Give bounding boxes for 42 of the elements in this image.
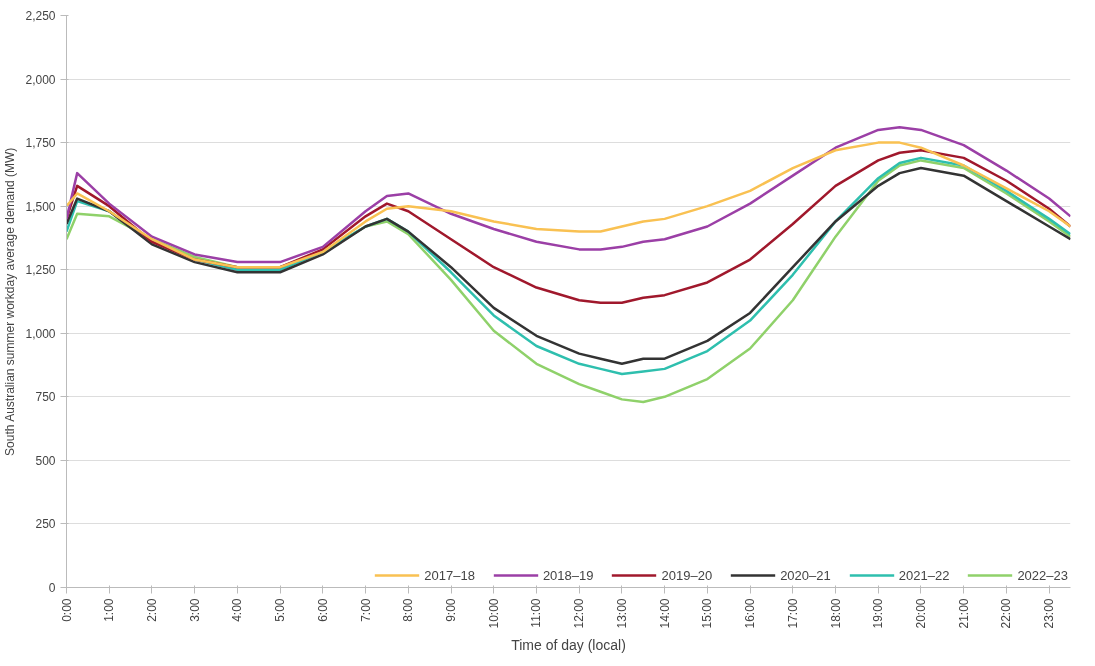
y-axis-title: South Australian summer workday average demand (MW) xyxy=(3,147,18,456)
x-tick-label: 15:00 xyxy=(700,598,715,629)
x-tick-label: 1:00 xyxy=(102,598,117,622)
legend-label: 2020–21 xyxy=(780,567,831,583)
x-tick-label: 8:00 xyxy=(401,598,416,622)
x-tick-label: 16:00 xyxy=(743,598,758,629)
x-tick-label: 12:00 xyxy=(572,598,587,629)
legend-label: 2021–22 xyxy=(898,567,950,583)
x-tick-label: 11:00 xyxy=(529,598,544,628)
x-tick-label: 6:00 xyxy=(315,598,330,622)
x-tick-label: 0:00 xyxy=(59,598,74,622)
x-tick-label: 13:00 xyxy=(614,598,629,629)
x-tick-label: 3:00 xyxy=(187,598,202,622)
y-tick-label: 0 xyxy=(48,581,56,595)
y-tick-label: 1,250 xyxy=(25,263,56,278)
legend-label: 2022–23 xyxy=(1017,567,1068,583)
y-tick-label: 500 xyxy=(35,453,56,468)
x-tick-label: 4:00 xyxy=(230,598,245,622)
x-tick-label: 7:00 xyxy=(358,598,373,622)
x-tick-label: 14:00 xyxy=(657,598,672,629)
x-tick-label: 21:00 xyxy=(956,598,971,629)
y-tick-label: 1,500 xyxy=(25,199,56,214)
x-tick-label: 5:00 xyxy=(273,598,288,622)
y-tick-label: 1,000 xyxy=(25,326,56,341)
y-tick-label: 750 xyxy=(35,390,56,405)
x-tick-label: 22:00 xyxy=(999,598,1014,629)
y-tick-label: 1,750 xyxy=(25,136,56,151)
y-tick-label: 2,250 xyxy=(25,9,56,23)
x-tick-label: 19:00 xyxy=(871,598,886,629)
x-tick-label: 2:00 xyxy=(144,598,159,622)
legend-label: 2017–18 xyxy=(424,567,475,583)
x-tick-label: 18:00 xyxy=(828,598,843,629)
x-tick-label: 10:00 xyxy=(486,598,501,629)
x-tick-label: 20:00 xyxy=(913,598,928,629)
legend-label: 2018–19 xyxy=(542,567,594,583)
x-tick-label: 23:00 xyxy=(1042,598,1057,629)
x-tick-label: 17:00 xyxy=(785,598,800,629)
legend-label: 2019–20 xyxy=(661,567,713,583)
y-tick-label: 250 xyxy=(35,517,56,532)
x-tick-label: 9:00 xyxy=(444,598,459,622)
x-axis-title: Time of day (local) xyxy=(511,636,626,653)
y-tick-label: 2,000 xyxy=(25,72,56,87)
